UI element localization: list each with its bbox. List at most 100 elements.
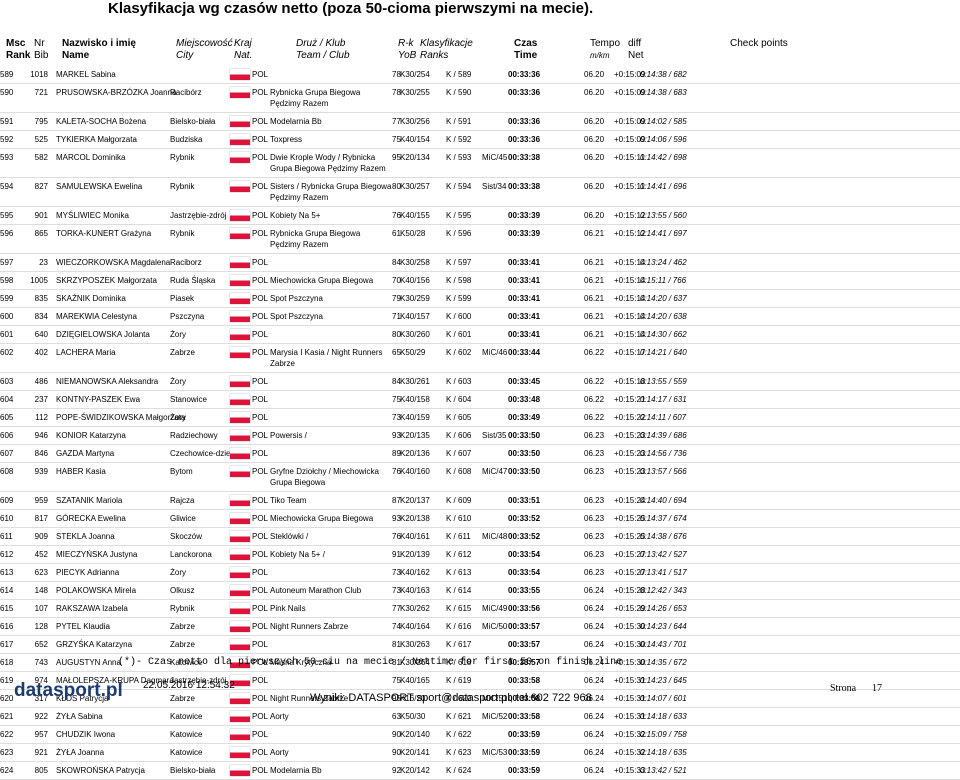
bib: 795 [34,117,48,126]
net: 0:14:11 / 607 [640,413,687,422]
yob: 93 [392,431,401,440]
time: 00:33:54 [508,568,541,577]
city: Rybnik [170,153,195,162]
tempo: 06.24 [584,658,605,667]
result-row: 621 922 ŻYŁA Sabina Katowice POL Aorty 63 K50/3… [0,708,960,726]
name: HABER Kasia [56,467,106,476]
nat: POL [252,496,269,505]
name: NIEMANOWSKA Aleksandra [56,377,159,386]
yob: 73 [392,413,401,422]
nat: POL [252,431,269,440]
yob: 73 [392,586,401,595]
nat: POL [252,182,269,191]
flag [230,448,250,459]
yob: 78 [392,88,401,97]
bib: 827 [34,182,48,191]
yob: 80 [392,330,401,339]
city: Bytom [170,467,193,476]
tempo: 06.23 [584,514,605,523]
city: Lanckorona [170,550,212,559]
city: Olkusz [170,586,195,595]
name: MAREKWIA Celestyna [56,312,137,321]
flag [230,603,250,614]
city: Rajcza [170,496,195,505]
yob: 75 [392,135,401,144]
diff: +0:15:30 [614,658,646,667]
tempo: 06.20 [584,117,605,126]
city: Radziechowy [170,431,218,440]
yob: 81 [392,658,401,667]
nat: POL [252,413,269,422]
time: 00:33:58 [508,694,541,703]
flag [230,69,250,80]
yob: 77 [392,117,401,126]
result-row: 619 974 MAŁOLEPSZA-KRUPA Dagmara Jastrzębie… [0,672,960,690]
net: 0:15:11 / 766 [640,276,687,285]
city: Katowice [170,712,203,721]
tempo: 06.20 [584,135,605,144]
net: 0:13:55 / 559 [640,377,687,386]
team: Steklówki / [270,532,309,541]
time: 00:33:50 [508,449,541,458]
age-rank: K20/139 [400,550,430,559]
team: Miechowicka Grupa Biegowa [270,514,374,523]
nat: POL [252,514,269,523]
rank: 612 [0,550,14,559]
name: POPE-ŚWIDZIKOWSKA Małgorzata [56,413,186,422]
time: 00:33:41 [508,312,541,321]
city: Budziska [170,135,203,144]
age-rank: K30/261 [400,377,430,386]
net: 0:14:18 / 633 [640,712,687,721]
time: 00:33:36 [508,88,541,97]
tempo: 06.23 [584,568,605,577]
bib: 817 [34,514,48,523]
nat: POL [252,550,269,559]
time: 00:33:45 [508,377,541,386]
result-row: 609 959 SZATANIK Mariola Rajcza POL Tiko Team… [0,492,960,510]
age-rank: K50/29 [400,348,426,357]
results-table: 589 1018 MARKEL Sabina POL 78 K30/254 K / 589 0… [0,66,960,780]
nat: POL [252,622,269,631]
nat: POL [252,229,269,238]
name: SKOWROŃSKA Patrycja [56,766,145,775]
gender-rank: K / 606 [446,431,472,440]
gender-rank: K / 601 [446,330,472,339]
time: 00:33:38 [508,153,541,162]
bib: 835 [34,294,48,303]
bib: 623 [34,568,48,577]
gender-rank: K / 615 [446,604,472,613]
team: Aorty [270,748,289,757]
net: 0:14:40 / 694 [640,496,687,505]
gender-rank: K / 591 [446,117,472,126]
tempo: 06.21 [584,330,605,339]
tempo: 06.24 [584,622,605,631]
name: GAZDA Martyna [56,449,115,458]
bib: 974 [34,676,48,685]
rank: 594 [0,182,14,191]
age-rank: K30/255 [400,88,430,97]
age-rank: K40/160 [400,467,430,476]
rank: 596 [0,229,14,238]
time: 00:33:56 [508,604,541,613]
rank: 590 [0,88,14,97]
diff: +0:15:09 [614,70,646,79]
col-header: Msc Rank [6,38,31,61]
gender-rank: K / 618 [446,658,472,667]
gender-rank: K / 622 [446,730,472,739]
nat: POL [252,211,269,220]
result-row: 602 402 LACHERA Maria Zabrze POL Marysia I Ka… [0,344,960,373]
gender-rank: K / 589 [446,70,472,79]
rank: 623 [0,748,14,757]
bib: 959 [34,496,48,505]
bib: 148 [34,586,48,595]
result-row: 601 640 DZIĘGIELOWSKA Jolanta Żory POL 80 K30/… [0,326,960,344]
bib: 1018 [30,70,48,79]
time: 00:33:39 [508,229,541,238]
name: MARCOL Dominika [56,153,126,162]
flag [230,693,250,704]
age-rank: K20/134 [400,153,430,162]
time: 00:33:41 [508,330,541,339]
name: MARKEL Sabina [56,70,116,79]
yob: 61 [392,229,401,238]
tempo: 06.22 [584,395,605,404]
